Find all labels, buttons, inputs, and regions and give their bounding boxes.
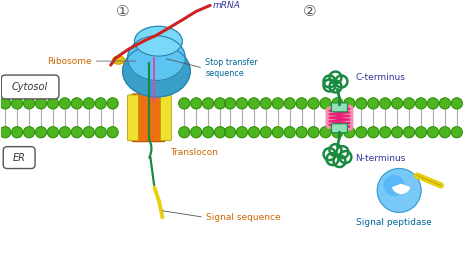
- Circle shape: [308, 98, 319, 109]
- Circle shape: [392, 127, 402, 138]
- Circle shape: [225, 98, 235, 109]
- Text: ①: ①: [116, 4, 129, 19]
- Circle shape: [47, 127, 59, 138]
- Text: Cytosol: Cytosol: [12, 82, 48, 92]
- Circle shape: [427, 127, 439, 138]
- Circle shape: [249, 127, 259, 138]
- Circle shape: [356, 98, 367, 109]
- Text: ②: ②: [303, 4, 317, 19]
- Ellipse shape: [113, 56, 125, 64]
- Circle shape: [215, 127, 226, 138]
- Circle shape: [384, 175, 404, 195]
- Circle shape: [416, 98, 426, 109]
- Circle shape: [71, 127, 82, 138]
- Circle shape: [332, 98, 343, 109]
- Circle shape: [451, 127, 462, 138]
- Circle shape: [284, 98, 295, 109]
- Circle shape: [416, 127, 426, 138]
- Circle shape: [451, 98, 462, 109]
- Text: Ribosome: Ribosome: [47, 57, 92, 66]
- Circle shape: [0, 127, 11, 138]
- Circle shape: [191, 127, 202, 138]
- Circle shape: [260, 98, 271, 109]
- Circle shape: [272, 127, 283, 138]
- Circle shape: [272, 98, 283, 109]
- Circle shape: [83, 98, 94, 109]
- Circle shape: [23, 98, 35, 109]
- Circle shape: [427, 98, 439, 109]
- Circle shape: [368, 127, 379, 138]
- Circle shape: [320, 127, 331, 138]
- Circle shape: [225, 127, 235, 138]
- Circle shape: [36, 127, 46, 138]
- Text: ER: ER: [13, 153, 26, 163]
- FancyBboxPatch shape: [332, 124, 348, 133]
- Circle shape: [179, 127, 190, 138]
- FancyBboxPatch shape: [160, 95, 171, 141]
- Circle shape: [12, 127, 23, 138]
- Circle shape: [215, 98, 226, 109]
- Circle shape: [236, 98, 248, 109]
- Circle shape: [236, 127, 248, 138]
- Circle shape: [296, 127, 307, 138]
- Circle shape: [308, 127, 319, 138]
- Circle shape: [344, 127, 355, 138]
- Text: N-terminus: N-terminus: [356, 154, 406, 163]
- Text: Stop transfer
sequence: Stop transfer sequence: [205, 58, 258, 78]
- Circle shape: [60, 127, 70, 138]
- Ellipse shape: [122, 45, 190, 97]
- Circle shape: [249, 98, 259, 109]
- Circle shape: [380, 127, 391, 138]
- Ellipse shape: [128, 36, 185, 81]
- Circle shape: [23, 127, 35, 138]
- FancyBboxPatch shape: [131, 94, 166, 142]
- Text: C-terminus: C-terminus: [356, 73, 405, 82]
- Text: Signal sequence: Signal sequence: [206, 213, 281, 222]
- Circle shape: [260, 127, 271, 138]
- Circle shape: [179, 98, 190, 109]
- Text: mRNA: mRNA: [213, 1, 241, 10]
- Circle shape: [439, 127, 450, 138]
- Circle shape: [368, 98, 379, 109]
- Circle shape: [191, 98, 202, 109]
- Ellipse shape: [135, 26, 182, 56]
- Circle shape: [95, 98, 106, 109]
- Circle shape: [320, 98, 331, 109]
- Circle shape: [83, 127, 94, 138]
- FancyBboxPatch shape: [332, 103, 348, 112]
- Circle shape: [107, 98, 118, 109]
- Circle shape: [47, 98, 59, 109]
- FancyBboxPatch shape: [128, 95, 138, 141]
- Circle shape: [95, 127, 106, 138]
- Circle shape: [380, 98, 391, 109]
- Circle shape: [392, 98, 402, 109]
- Text: Translocon: Translocon: [170, 148, 219, 157]
- Circle shape: [0, 98, 11, 109]
- Wedge shape: [393, 184, 409, 193]
- Circle shape: [332, 127, 343, 138]
- Circle shape: [36, 98, 46, 109]
- Circle shape: [356, 127, 367, 138]
- FancyBboxPatch shape: [1, 75, 59, 99]
- Circle shape: [203, 127, 213, 138]
- Circle shape: [284, 127, 295, 138]
- Circle shape: [344, 98, 355, 109]
- Circle shape: [377, 169, 421, 212]
- Circle shape: [203, 98, 213, 109]
- Circle shape: [439, 98, 450, 109]
- Text: Signal peptidase: Signal peptidase: [356, 218, 432, 227]
- FancyBboxPatch shape: [3, 147, 35, 169]
- Circle shape: [60, 98, 70, 109]
- Circle shape: [71, 98, 82, 109]
- Circle shape: [107, 127, 118, 138]
- Circle shape: [12, 98, 23, 109]
- Circle shape: [296, 98, 307, 109]
- Circle shape: [404, 98, 415, 109]
- Circle shape: [404, 127, 415, 138]
